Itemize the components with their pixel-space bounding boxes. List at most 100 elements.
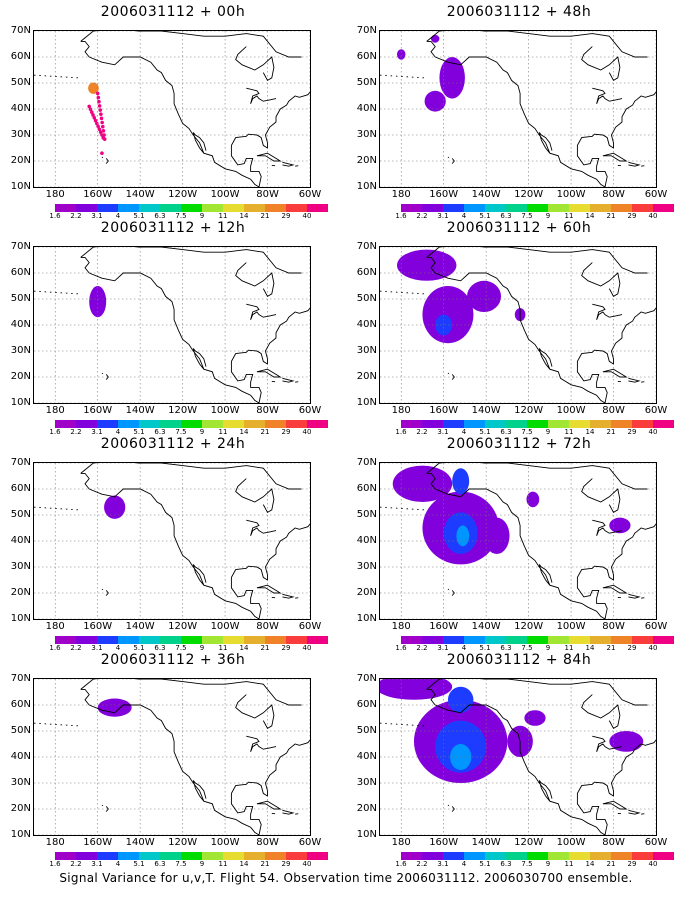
colorbar-label: 6.3 (154, 428, 166, 436)
colorbar-swatch (118, 420, 139, 428)
variance-contour (452, 468, 470, 495)
variance-contour (89, 286, 107, 318)
colorbar-swatch (611, 204, 632, 212)
lat-tick-label: 60N (356, 699, 377, 710)
colorbar-swatch (223, 420, 244, 428)
colorbar-label: 40 (302, 860, 312, 868)
lat-tick-label: 50N (356, 293, 377, 304)
observation-point (99, 116, 104, 121)
colorbar-swatch (653, 636, 674, 644)
map-frame (379, 30, 657, 188)
colorbar-label: 6.3 (154, 212, 166, 220)
lat-tick-label: 30N (10, 129, 31, 140)
lat-tick-label: 20N (356, 371, 377, 382)
lat-tick-label: 40N (356, 751, 377, 762)
colorbar-label: 5.1 (479, 428, 491, 436)
variance-contour (392, 465, 453, 502)
map-frame (379, 246, 657, 404)
colorbar-swatch (97, 636, 118, 644)
colorbar-label: 4 (115, 212, 121, 220)
lat-tick-label: 10N (356, 181, 377, 192)
lon-tick-label: 60W (644, 405, 668, 416)
lat-tick-label: 40N (10, 103, 31, 114)
lon-tick-label: 180 (45, 837, 65, 848)
lat-tick-label: 30N (356, 561, 377, 572)
colorbar-swatch (118, 852, 139, 860)
observation-point (100, 120, 104, 125)
colorbar-label: 21 (606, 428, 616, 436)
colorbar-swatch (527, 636, 548, 644)
lon-tick-label: 60W (298, 405, 322, 416)
colorbar-swatch (506, 420, 527, 428)
lon-tick-label: 60W (298, 189, 322, 200)
lon-tick-label: 60W (298, 837, 322, 848)
colorbar-swatch (286, 636, 307, 644)
colorbar-labels: 1.6 2.2 3.1 4 5.1 6.3 7.5 9 11 14 21 29 40 (395, 428, 661, 437)
colorbar-label: 6.3 (500, 644, 512, 652)
colorbar-label: 3.1 (437, 428, 449, 436)
colorbar-swatch (223, 852, 244, 860)
lon-tick-label: 160W (429, 189, 459, 200)
map-panel: 2006031112 + 00h 70N 60N 50N 40N 30N 20N 10N 180… (0, 2, 346, 220)
colorbar-label: 21 (606, 212, 616, 220)
lon-tick-label: 120W (168, 405, 198, 416)
lon-tick-label: 80W (602, 189, 625, 200)
lon-tick-label: 120W (168, 837, 198, 848)
variance-contour (104, 495, 126, 519)
colorbar-label: 21 (606, 860, 616, 868)
lat-tick-label: 50N (356, 77, 377, 88)
map-frame (33, 246, 311, 404)
colorbar-swatch (307, 204, 328, 212)
colorbar-swatch (97, 204, 118, 212)
coastline (426, 463, 656, 619)
colorbar-swatch (422, 204, 443, 212)
colorbar-swatch (443, 420, 464, 428)
lat-tick-label: 70N (10, 241, 31, 252)
colorbar-label: 7.5 (175, 644, 187, 652)
colorbar-label: 11 (218, 428, 228, 436)
colorbar-label: 40 (302, 212, 312, 220)
colorbar-label: 29 (627, 860, 637, 868)
colorbar-label: 1.6 (49, 860, 61, 868)
colorbar-label: 14 (239, 860, 249, 868)
colorbar (401, 204, 674, 212)
panel-title: 2006031112 + 72h (446, 436, 592, 452)
lon-tick-label: 180 (391, 621, 411, 632)
map-canvas (34, 463, 310, 619)
colorbar-swatch (265, 420, 286, 428)
lon-tick-label: 180 (45, 621, 65, 632)
colorbar-swatch (422, 420, 443, 428)
observation-point (99, 112, 103, 116)
lon-tick-label: 100W (556, 837, 586, 848)
colorbar-label: 1.6 (49, 428, 61, 436)
map-frame (379, 462, 657, 620)
colorbar-swatch (307, 852, 328, 860)
colorbar-label: 21 (260, 860, 270, 868)
colorbar-swatch (181, 204, 202, 212)
colorbar-swatch (202, 204, 223, 212)
observation-point (98, 130, 103, 134)
colorbar-label: 9 (545, 644, 551, 652)
coastline (426, 679, 656, 835)
lon-tick-label: 100W (210, 621, 240, 632)
colorbar-swatch (527, 852, 548, 860)
panel-title: 2006031112 + 12h (100, 220, 246, 236)
lon-tick-label: 140W (125, 405, 155, 416)
colorbar-swatch (569, 636, 590, 644)
colorbar-swatch (202, 852, 223, 860)
colorbar-swatch (286, 420, 307, 428)
colorbar-label: 11 (564, 212, 574, 220)
colorbar-labels: 1.6 2.2 3.1 4 5.1 6.3 7.5 9 11 14 21 29 40 (395, 644, 661, 653)
colorbar-swatch (611, 636, 632, 644)
colorbar-label: 11 (218, 860, 228, 868)
lat-tick-label: 40N (356, 103, 377, 114)
colorbar-label: 6.3 (500, 212, 512, 220)
lon-tick-label: 140W (125, 621, 155, 632)
variance-contour (97, 698, 132, 717)
colorbar-swatch (181, 420, 202, 428)
colorbar-swatch (181, 636, 202, 644)
colorbar-swatch (97, 852, 118, 860)
colorbar-swatch (76, 204, 97, 212)
observation-point (96, 95, 101, 100)
colorbar-label: 1.6 (395, 860, 407, 868)
